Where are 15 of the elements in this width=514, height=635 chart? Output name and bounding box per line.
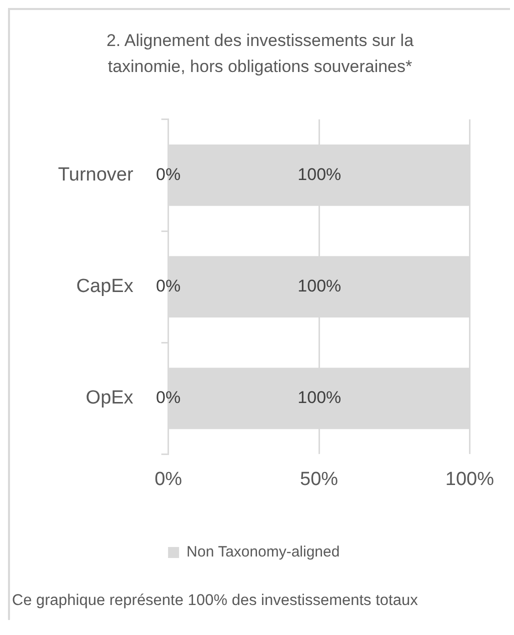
x-tick-label: 50% <box>300 468 338 490</box>
text: Ce graphique représente 100% des investissements totaux <box>11 591 419 611</box>
y-tick-label: Turnover <box>58 164 134 186</box>
annotation: 0% <box>156 388 181 408</box>
annotation: 0% <box>156 164 181 184</box>
x-tick-label: 0% <box>154 468 182 490</box>
chart-title: 2. Alignement des investissements sur la taxinomie, hors obligations souveraines* <box>105 30 415 78</box>
y-tick-label: CapEx <box>76 276 134 298</box>
data-label: 100% <box>298 164 342 184</box>
annotation: 0% <box>156 276 181 296</box>
y-tick-label: OpEx <box>86 388 134 409</box>
data-label: 100% <box>298 276 342 296</box>
legend-label: Non Taxonomy-aligned <box>186 544 340 561</box>
data-label: 100% <box>298 388 342 408</box>
x-tick-label: 100% <box>445 468 494 490</box>
